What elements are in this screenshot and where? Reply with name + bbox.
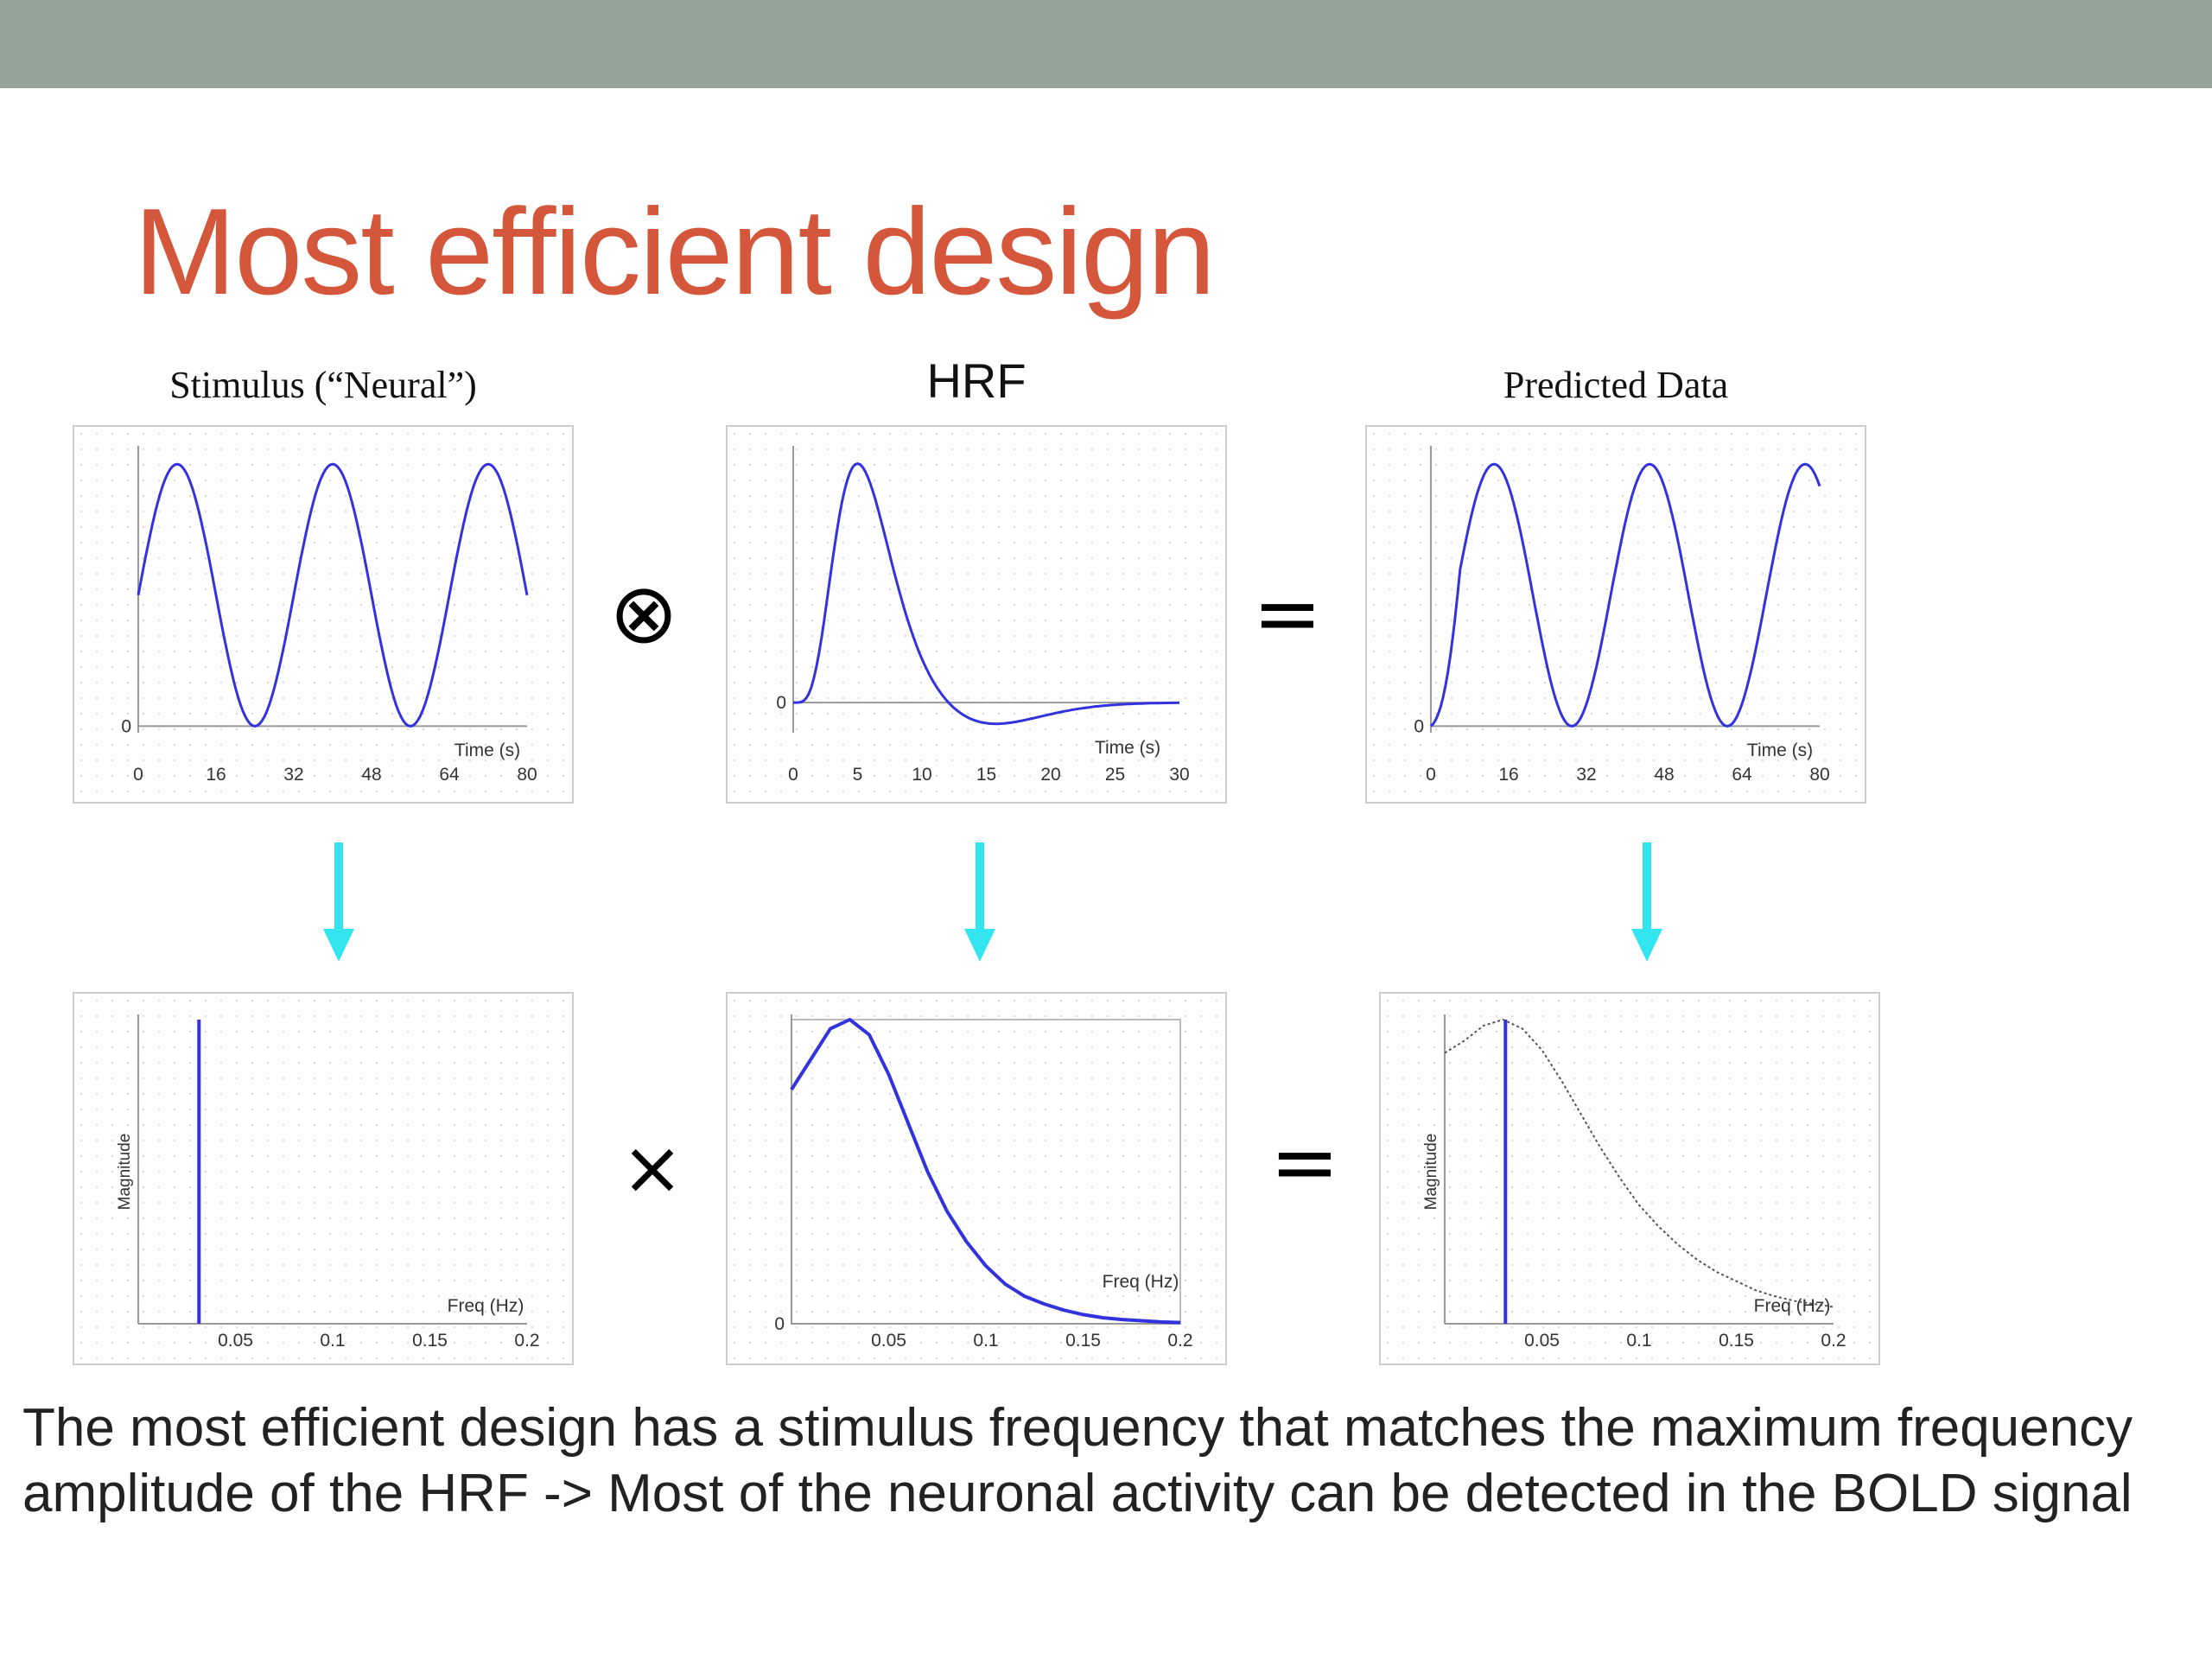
- x-axis-label: Time (s): [454, 741, 520, 760]
- x-tick-label: 5: [853, 765, 863, 785]
- stimulus-curve: [137, 462, 529, 728]
- predicted-frequency-chart: 0.05 0.1 0.15 0.2 Freq (Hz) Magnitude: [1379, 992, 1880, 1365]
- stimulus-frequency-chart: 0.05 0.1 0.15 0.2 Freq (Hz) Magnitude: [73, 992, 574, 1365]
- x-axis-label: Time (s): [1747, 741, 1813, 760]
- hrf-frequency-chart: 0.05 0.1 0.15 0.2 0 Freq (Hz): [726, 992, 1227, 1365]
- y-tick-label: 0: [121, 716, 131, 736]
- chart-dot-grid: [733, 999, 1218, 1360]
- y-tick-label: 0: [1414, 716, 1424, 736]
- chart-dot-grid: [1386, 999, 1872, 1360]
- x-tick-label: 10: [912, 765, 931, 785]
- freq-series-1: [1444, 1019, 1834, 1308]
- x-tick-label: 64: [1732, 765, 1752, 785]
- caption-stimulus: Stimulus (“Neural”): [169, 364, 477, 406]
- x-tick-label: 0.15: [1065, 1331, 1101, 1351]
- caption-hrf: HRF: [926, 353, 1027, 408]
- y-axis-label: Magnitude: [1422, 1134, 1440, 1211]
- x-tick-label: 0.1: [973, 1331, 998, 1351]
- y-tick-label: 0: [776, 693, 786, 713]
- x-tick-label: 0: [788, 765, 798, 785]
- x-tick-label: 80: [1809, 765, 1829, 785]
- hrf-curve: [793, 462, 1180, 726]
- explanation-text: The most efficient design has a stimulus…: [22, 1395, 2200, 1527]
- x-tick-label: 0: [1426, 765, 1436, 785]
- x-tick-label: 0.15: [1719, 1331, 1754, 1351]
- x-tick-label: 0.2: [514, 1331, 539, 1351]
- chart-frame: [1379, 992, 1880, 1365]
- equals-operator-top: =: [1252, 565, 1323, 662]
- x-tick-label: 20: [1040, 765, 1060, 785]
- x-tick-label: 0.2: [1821, 1331, 1846, 1351]
- x-axis-label: Freq (Hz): [1754, 1296, 1831, 1316]
- x-tick-label: 0.05: [871, 1331, 906, 1351]
- x-tick-label: 16: [1498, 765, 1518, 785]
- y-axis-label: Magnitude: [116, 1134, 134, 1211]
- chart-frame: [726, 992, 1227, 1365]
- x-tick-label: 30: [1169, 765, 1189, 785]
- predicted-time-chart: 0 16 32 48 64 80 0 Time (s): [1365, 425, 1866, 804]
- x-tick-label: 0: [133, 765, 143, 785]
- chart-frame: [1365, 425, 1866, 804]
- explanation-line-1: The most efficient design has a stimulus…: [22, 1398, 2133, 1458]
- x-tick-label: 25: [1105, 765, 1125, 785]
- chart-dot-grid: [733, 432, 1218, 793]
- x-tick-label: 48: [1654, 765, 1674, 785]
- predicted-curve: [1429, 462, 1821, 728]
- hrf-time-chart: 0 5 10 15 20 25 30 0 Time (s): [726, 425, 1227, 804]
- chart-frame: [726, 425, 1227, 804]
- x-tick-label: 80: [517, 765, 537, 785]
- x-tick-label: 48: [361, 765, 381, 785]
- y-tick-label: 0: [774, 1314, 785, 1334]
- chart-frame: [73, 992, 574, 1365]
- convolution-operator: ⊗: [608, 565, 679, 662]
- explanation-line-2: amplitude of the HRF -> Most of the neur…: [22, 1464, 2133, 1523]
- fourier-arrow-left: [323, 842, 354, 962]
- x-tick-label: 15: [976, 765, 996, 785]
- equals-operator-bottom: =: [1269, 1114, 1340, 1211]
- fourier-arrow-right: [1631, 842, 1662, 962]
- x-tick-label: 32: [1576, 765, 1596, 785]
- x-tick-label: 16: [206, 765, 226, 785]
- top-bar: [0, 0, 2212, 88]
- stimulus-time-chart: 0 16 32 48 64 80 0 Time (s): [73, 425, 574, 804]
- x-tick-label: 32: [283, 765, 303, 785]
- x-tick-label: 0.1: [320, 1331, 345, 1351]
- x-tick-label: 0.05: [1524, 1331, 1560, 1351]
- freq-series-0: [790, 1018, 1181, 1325]
- x-axis-label: Freq (Hz): [448, 1296, 524, 1316]
- caption-predicted-data: Predicted Data: [1503, 364, 1729, 406]
- x-tick-label: 64: [439, 765, 460, 785]
- chart-frame: [73, 425, 574, 804]
- x-axis-label: Time (s): [1095, 738, 1160, 758]
- x-tick-label: 0.2: [1167, 1331, 1192, 1351]
- slide-title: Most efficient design: [134, 183, 1216, 321]
- x-tick-label: 0.1: [1626, 1331, 1651, 1351]
- chart-dot-grid: [1372, 432, 1858, 793]
- x-axis-label: Freq (Hz): [1103, 1272, 1179, 1292]
- x-tick-label: 0.05: [218, 1331, 253, 1351]
- fourier-arrow-middle: [964, 842, 995, 962]
- times-operator: ×: [620, 1125, 684, 1211]
- chart-dot-grid: [79, 999, 565, 1360]
- chart-dot-grid: [79, 432, 565, 793]
- x-tick-label: 0.15: [412, 1331, 448, 1351]
